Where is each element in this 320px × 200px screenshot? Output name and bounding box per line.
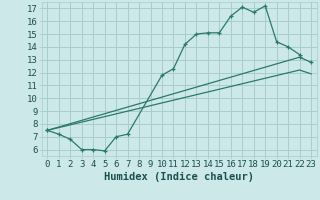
X-axis label: Humidex (Indice chaleur): Humidex (Indice chaleur) (104, 172, 254, 182)
